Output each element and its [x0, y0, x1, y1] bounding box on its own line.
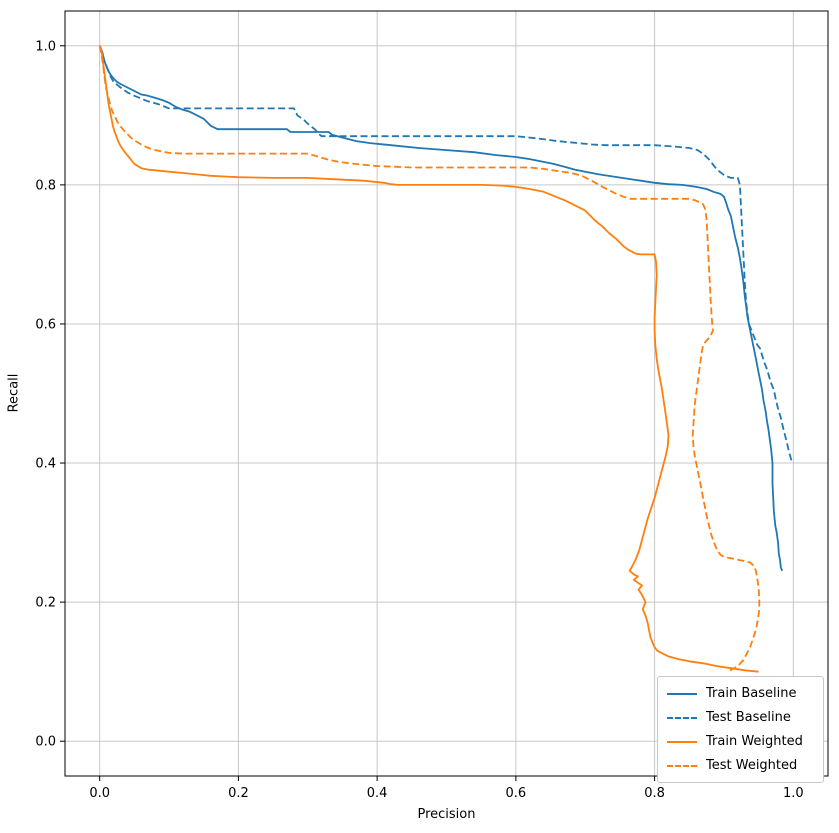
legend-label: Test Weighted	[706, 758, 798, 773]
legend-line-sample-train-baseline	[667, 692, 697, 695]
legend-line-sample-test-weighted	[667, 764, 697, 767]
legend-entry-test-weighted: Test Weighted	[667, 756, 814, 775]
legend: Train Baseline Test Baseline Train Weigh…	[657, 676, 824, 783]
y-tick-label: 1.0	[35, 39, 56, 54]
legend-label: Train Baseline	[706, 686, 797, 701]
legend-entry-train-baseline: Train Baseline	[667, 684, 814, 703]
legend-entry-test-baseline: Test Baseline	[667, 708, 814, 727]
series-line-train-weighted	[98, 45, 759, 673]
legend-label: Test Baseline	[706, 710, 791, 725]
y-tick-label: 0.6	[35, 317, 56, 332]
legend-line-sample-train-weighted	[667, 740, 697, 743]
y-tick-label: 0.2	[35, 596, 56, 611]
x-tick-label: 0.6	[506, 786, 527, 801]
series-line-train-baseline	[98, 45, 784, 572]
legend-entry-train-weighted: Train Weighted	[667, 732, 814, 751]
x-axis-label: Precision	[417, 807, 476, 822]
series-line-test-weighted	[98, 45, 761, 673]
series-line-test-baseline	[98, 45, 795, 464]
x-tick-label: 0.8	[644, 786, 665, 801]
y-axis-label: Recall	[6, 373, 22, 413]
y-tick-label: 0.0	[35, 735, 56, 750]
x-tick-label: 0.0	[89, 786, 110, 801]
x-tick-label: 0.2	[228, 786, 249, 801]
x-tick-label: 1.0	[783, 786, 804, 801]
legend-label: Train Weighted	[706, 734, 803, 749]
y-tick-label: 0.8	[35, 178, 56, 193]
y-tick-label: 0.4	[35, 457, 56, 472]
axes-frame	[64, 10, 829, 777]
x-tick-label: 0.4	[367, 786, 388, 801]
legend-line-sample-test-baseline	[667, 716, 697, 719]
